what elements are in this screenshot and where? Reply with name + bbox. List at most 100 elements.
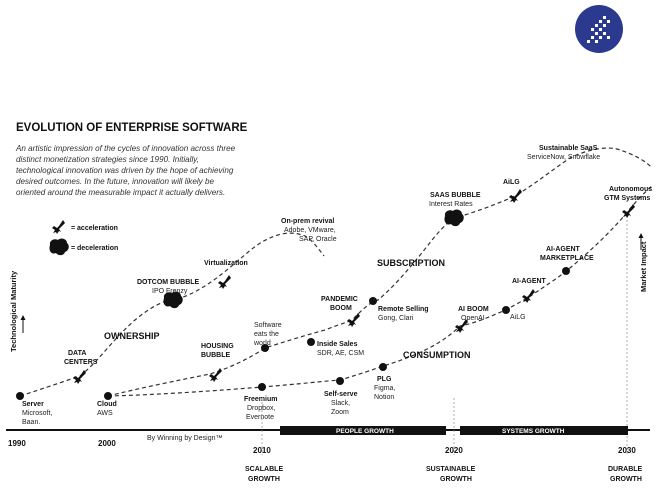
ai-boom-sub: OpenAI bbox=[461, 315, 485, 322]
y-axis-right-label: Market Impact bbox=[639, 241, 648, 292]
page-title: EVOLUTION OF ENTERPRISE SOFTWARE bbox=[16, 122, 248, 134]
ai-agent-marketplace-label: AI-AGENT bbox=[546, 246, 581, 253]
ailg-top-acceleration-icon bbox=[509, 189, 522, 203]
phase-subscription: SUBSCRIPTION bbox=[377, 258, 445, 268]
year-2020: 2020 bbox=[445, 446, 463, 455]
phase-ownership: OWNERSHIP bbox=[104, 331, 160, 341]
sustainable-saas-sub: ServiceNow, Snowflake bbox=[527, 154, 600, 161]
arrow-head-icon bbox=[20, 315, 26, 320]
software-sub: world bbox=[253, 340, 271, 347]
description-line: distinct monetization strategies since 1… bbox=[16, 155, 199, 164]
saas-bubble-label: SAAS BUBBLE bbox=[430, 192, 481, 199]
selfserve-dot bbox=[336, 377, 344, 385]
inside-sales-sub: SDR, AE, CSM bbox=[317, 350, 364, 357]
pandemic-acceleration-icon bbox=[347, 313, 360, 327]
plg-sub: Notion bbox=[374, 394, 394, 401]
selfserve-sub: Zoom bbox=[331, 409, 349, 416]
saas-bubble-deceleration-icon bbox=[444, 209, 464, 227]
credit: By Winning by Design™ bbox=[147, 435, 222, 442]
year-1990: 1990 bbox=[8, 439, 26, 448]
consumption-curve bbox=[107, 185, 653, 397]
people-growth-band bbox=[280, 426, 446, 435]
inside-sales-dot bbox=[307, 338, 315, 346]
inside-sales-label: Inside Sales bbox=[317, 341, 358, 348]
year-2000: 2000 bbox=[98, 439, 116, 448]
era-durable-growth: GROWTH bbox=[610, 476, 642, 483]
ai-agent-acceleration-icon bbox=[522, 289, 535, 303]
description-line: oriented around the measurable impact it… bbox=[16, 188, 225, 197]
cloud-dot bbox=[104, 392, 112, 400]
selfserve-label: Self-serve bbox=[324, 391, 358, 398]
software-sub: Software bbox=[254, 322, 282, 329]
ai-agent-marketplace-dot bbox=[562, 267, 570, 275]
remote-selling-sub: Gong, Clari bbox=[378, 315, 414, 322]
ailg-bottom-label: AiLG bbox=[510, 314, 526, 321]
freemium-sub: Dropbox, bbox=[247, 405, 275, 412]
subscription-curve bbox=[107, 147, 653, 397]
year-2030: 2030 bbox=[618, 446, 636, 455]
autonomous-label: Autonomous bbox=[609, 186, 652, 193]
software-sub: eats the bbox=[254, 331, 279, 338]
era-sustainable-growth: GROWTH bbox=[440, 476, 472, 483]
onprem-label: On-prem revival bbox=[281, 218, 334, 225]
ailg-bottom-dot bbox=[502, 306, 510, 314]
plg-label: PLG bbox=[377, 376, 392, 383]
year-2010: 2010 bbox=[253, 446, 271, 455]
logo-badge bbox=[575, 5, 623, 53]
systems-growth-band bbox=[460, 426, 628, 435]
deceleration-icon bbox=[49, 238, 69, 256]
saas-bubble-sub: Interest Rates bbox=[429, 201, 473, 208]
legend-acceleration: = acceleration bbox=[71, 225, 118, 232]
systems-growth-label: SYSTEMS GROWTH bbox=[502, 428, 565, 435]
housing-label: BUBBLE bbox=[201, 352, 230, 359]
y-axis-left-label: Technological Maturity bbox=[9, 270, 18, 352]
cross-stitch-logo-icon bbox=[587, 16, 610, 43]
ai-boom-label: AI BOOM bbox=[458, 306, 489, 313]
autonomous-label: GTM Systems bbox=[604, 195, 650, 202]
era-scalable-growth: SCALABLE bbox=[245, 466, 283, 473]
description: An artistic impression of the cycles of … bbox=[15, 144, 236, 197]
ai-agent-label: AI-AGENT bbox=[512, 278, 547, 285]
dotcom-label: DOTCOM BUBBLE bbox=[137, 279, 200, 286]
server-dot bbox=[16, 392, 24, 400]
onprem-sub: Adobe, VMware, bbox=[284, 227, 336, 234]
legend-deceleration: = deceleration bbox=[71, 245, 118, 252]
ai-agent-marketplace-label: MARKETPLACE bbox=[540, 255, 594, 262]
autonomous-acceleration-icon bbox=[622, 204, 635, 218]
era-sustainable-growth: SUSTAINABLE bbox=[426, 466, 476, 473]
legend: = acceleration = deceleration bbox=[49, 220, 118, 256]
cloud-sub: AWS bbox=[97, 410, 113, 417]
ailg-top-label: AiLG bbox=[503, 179, 520, 186]
server-sub: Microsoft, bbox=[22, 410, 52, 417]
pandemic-label: PANDEMIC bbox=[321, 296, 358, 303]
housing-acceleration-icon bbox=[209, 368, 222, 382]
ownership-curve bbox=[19, 232, 325, 397]
freemium-label: Freemium bbox=[244, 396, 277, 403]
virtualization-label: Virtualization bbox=[204, 260, 248, 267]
phase-consumption: CONSUMPTION bbox=[403, 350, 471, 360]
virtualization-acceleration-icon bbox=[218, 275, 231, 289]
dotcom-sub: IPO Frenzy bbox=[152, 288, 188, 295]
data-centers-acceleration-icon bbox=[73, 370, 86, 384]
onprem-sub: SAP, Oracle bbox=[299, 236, 337, 243]
server-sub: Baan. bbox=[22, 419, 40, 426]
server-label: Server bbox=[22, 401, 44, 408]
sustainable-saas-label: Sustainable SaaS bbox=[539, 145, 598, 152]
selfserve-sub: Slack, bbox=[331, 400, 350, 407]
acceleration-icon bbox=[52, 220, 65, 234]
people-growth-label: PEOPLE GROWTH bbox=[336, 428, 394, 435]
pandemic-label: BOOM bbox=[330, 305, 352, 312]
freemium-sub: Evernote bbox=[246, 414, 274, 421]
plg-dot bbox=[379, 363, 387, 371]
housing-label: HOUSING bbox=[201, 343, 234, 350]
markers bbox=[16, 189, 635, 400]
plg-sub: Figma, bbox=[374, 385, 395, 392]
data-centers-label: CENTERS bbox=[64, 359, 98, 366]
freemium-dot bbox=[258, 383, 266, 391]
data-centers-label: DATA bbox=[68, 350, 86, 357]
remote-selling-label: Remote Selling bbox=[378, 306, 429, 313]
description-line: technological innovation was driven by t… bbox=[16, 166, 234, 175]
software-dot bbox=[261, 344, 269, 352]
cloud-label: Cloud bbox=[97, 401, 117, 408]
